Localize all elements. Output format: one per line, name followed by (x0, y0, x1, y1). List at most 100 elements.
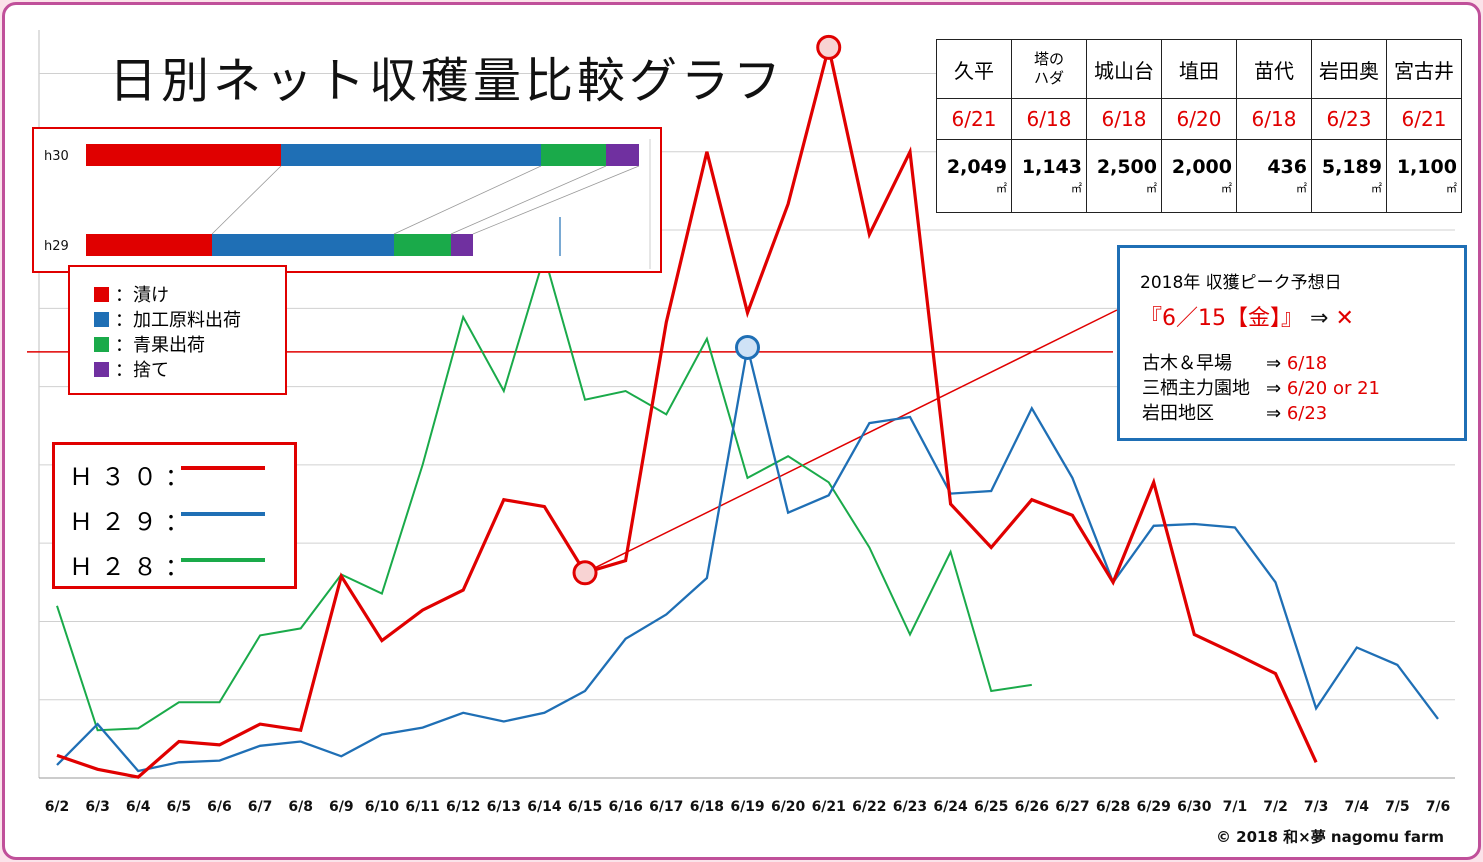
table-cell-area: 5,189 ㎡ (1311, 139, 1387, 213)
table-cell-name: 城山台 (1086, 39, 1162, 99)
series-legend-h28: Ｈ２８： (69, 553, 197, 581)
x-tick-label: 6/23 (893, 799, 927, 815)
bar-connector (211, 165, 282, 235)
name-line-1: 塔の (1033, 50, 1064, 68)
x-tick-label: 7/3 (1304, 799, 1329, 815)
bar-segment-kako (281, 144, 541, 166)
chart-title: 日別ネット収穫量比較グラフ (109, 53, 786, 109)
x-tick-label: 6/4 (126, 799, 151, 815)
table-cell-name: 苗代 (1236, 39, 1312, 99)
bar-segment-tsuke (86, 144, 281, 166)
copyright-text: © 2018 和×夢 nagomu farm (1215, 828, 1444, 846)
peak-marker (816, 34, 842, 60)
x-tick-label: 7/4 (1344, 799, 1369, 815)
prediction-label: 三栖主力園地 (1142, 378, 1250, 399)
x-tick-label: 6/2 (45, 799, 70, 815)
x-tick-label: 6/13 (487, 799, 521, 815)
area-unit: ㎡ (1296, 182, 1307, 195)
bar-segment-sute (451, 234, 473, 256)
prediction-label: 岩田地区 (1142, 403, 1214, 424)
area-unit: ㎡ (1371, 182, 1382, 195)
x-tick-label: 6/14 (527, 799, 562, 815)
table-cell-name: 久平 (936, 39, 1012, 99)
x-tick-label: 6/11 (405, 799, 439, 815)
x-tick-label: 6/8 (288, 799, 313, 815)
x-tick-label: 6/29 (1137, 799, 1171, 815)
bar-row-label: h30 (44, 149, 69, 164)
prediction-main: 『6／15【金】』 ⇒ ✕ (1140, 300, 1354, 332)
series-line-h29 (181, 512, 265, 516)
area-value: 5,189 (1321, 156, 1382, 178)
table-cell-name: 岩田奥 (1311, 39, 1387, 99)
legend-swatch (94, 336, 109, 352)
series-legend-h29: Ｈ２９： (69, 508, 197, 536)
x-tick-label: 6/10 (365, 799, 400, 815)
x-tick-label: 7/5 (1385, 799, 1410, 815)
x-tick-label: 6/19 (730, 799, 764, 815)
legend-item-kako: ：加工原料出荷 (94, 306, 241, 332)
bar-segment-kako (212, 234, 394, 256)
x-tick-label: 7/1 (1223, 799, 1248, 815)
table-cell-name: 埴田 (1161, 39, 1237, 99)
prediction-row: 古木＆早場 ⇒ 6/18 (1142, 349, 1327, 375)
table-cell-date: 6/21 (936, 98, 1012, 140)
cross-icon: ✕ (1335, 306, 1354, 331)
prediction-value: 6/20 or 21 (1286, 378, 1381, 399)
prediction-pointer-line (584, 309, 1118, 574)
area-value: 436 (1267, 156, 1307, 178)
x-tick-label: 6/17 (649, 799, 683, 815)
area-value: 1,100 (1396, 156, 1457, 178)
area-value: 2,049 (946, 156, 1007, 178)
prediction-title: 2018年 収獲ピーク予想日 (1140, 273, 1342, 293)
area-value: 2,500 (1096, 156, 1157, 178)
table-cell-area: 1,100 ㎡ (1386, 139, 1462, 213)
bar-connector (450, 165, 607, 235)
series-legend: Ｈ３０： Ｈ２９： Ｈ２８： (52, 442, 297, 589)
arrow-icon: ⇒ (1266, 353, 1282, 374)
table-cell-date: 6/18 (1236, 98, 1312, 140)
arrow-icon: ⇒ (1310, 306, 1329, 331)
table-cell-area: 2,049 ㎡ (936, 139, 1012, 213)
x-tick-label: 6/6 (207, 799, 232, 815)
series-line-h28 (181, 558, 265, 562)
peak-prediction-box: 2018年 収獲ピーク予想日 『6／15【金】』 ⇒ ✕ 古木＆早場 ⇒ 6/18… (1117, 245, 1467, 441)
table-cell-date: 6/20 (1161, 98, 1237, 140)
bar-row-label: h29 (44, 239, 69, 254)
legend-label: ：捨て (115, 360, 169, 381)
legend-item-tsuke: ：漬け (94, 281, 169, 307)
x-tick-label: 6/9 (329, 799, 354, 815)
area-value: 2,000 (1171, 156, 1232, 178)
area-unit: ㎡ (1446, 182, 1457, 195)
series-line-h30 (181, 466, 265, 470)
bar-segment-seika (541, 144, 606, 166)
table-cell-date: 6/18 (1011, 98, 1087, 140)
bar-connector (472, 165, 640, 235)
table-cell-area: 1,143 ㎡ (1011, 139, 1087, 213)
x-tick-label: 6/22 (852, 799, 886, 815)
peak-marker (735, 334, 760, 360)
series-line-Ｈ３０ (56, 46, 1318, 779)
x-tick-label: 6/26 (1015, 799, 1049, 815)
bar-connector (393, 165, 542, 235)
table-cell-name: 宮古井 (1386, 39, 1462, 99)
area-value: 1,143 (1021, 156, 1082, 178)
table-cell-name: 塔の ハダ (1011, 39, 1087, 99)
name-line-2: ハダ (1033, 69, 1064, 87)
x-tick-label: 6/5 (167, 799, 192, 815)
prediction-row: 三栖主力園地 ⇒ 6/20 or 21 (1142, 374, 1380, 400)
series-legend-h30: Ｈ３０： (69, 463, 197, 491)
table-cell-area: 2,000 ㎡ (1161, 139, 1237, 213)
x-tick-label: 6/16 (608, 799, 642, 815)
x-tick-label: 6/21 (812, 799, 846, 815)
table-cell-area: 436 ㎡ (1236, 139, 1312, 213)
stacked-bar-inset: h30 h29 (32, 127, 662, 273)
legend-swatch (94, 286, 109, 302)
legend-item-seika: ：青果出荷 (94, 331, 205, 357)
harvest-summary-table: 久平 塔の ハダ 城山台 埴田 苗代 岩田奥 宮古井 6/21 6/18 6/18… (936, 39, 1462, 213)
x-tick-label: 6/15 (568, 799, 602, 815)
table-cell-date: 6/18 (1086, 98, 1162, 140)
x-tick-label: 6/12 (446, 799, 480, 815)
usage-legend: ：漬け ：加工原料出荷 ：青果出荷 ：捨て (68, 265, 287, 395)
table-cell-area: 2,500 ㎡ (1086, 139, 1162, 213)
